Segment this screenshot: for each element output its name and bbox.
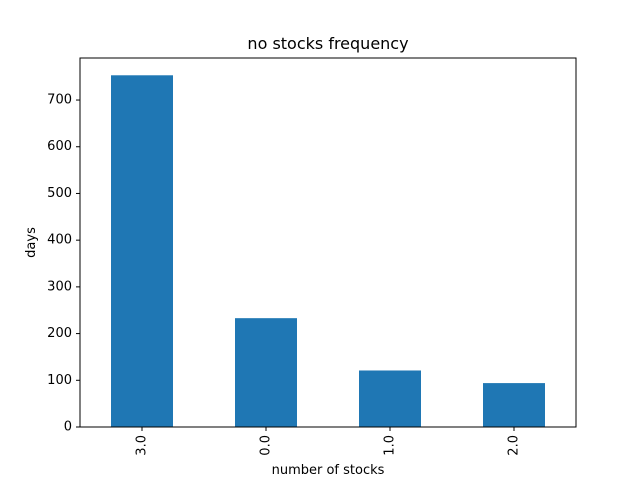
bars-layer (111, 75, 545, 427)
bar-0.0 (235, 318, 297, 427)
y-tick-label: 600 (47, 139, 72, 154)
x-axis-title: number of stocks (272, 463, 385, 478)
y-tick-label: 300 (47, 279, 72, 294)
y-tick-label: 400 (47, 233, 72, 248)
bar-2.0 (483, 383, 545, 427)
x-tick-label: 0.0 (259, 435, 274, 456)
x-tick-label: 1.0 (383, 435, 398, 456)
y-axis: 0 100 200 300 400 500 600 700 (47, 93, 80, 435)
x-tick-label: 2.0 (507, 435, 522, 456)
bar-1.0 (359, 370, 421, 427)
y-tick-label: 100 (47, 373, 72, 388)
y-axis-title: days (24, 227, 39, 258)
y-tick-label: 0 (64, 420, 72, 435)
y-tick-label: 200 (47, 326, 72, 341)
x-tick-label: 3.0 (135, 435, 150, 456)
bar-3.0 (111, 75, 173, 427)
plot-frame (79, 57, 577, 428)
y-tick-label: 700 (47, 93, 72, 108)
x-axis: 3.0 0.0 1.0 2.0 (135, 427, 522, 456)
chart-title: no stocks frequency (247, 34, 408, 53)
y-tick-label: 500 (47, 186, 72, 201)
